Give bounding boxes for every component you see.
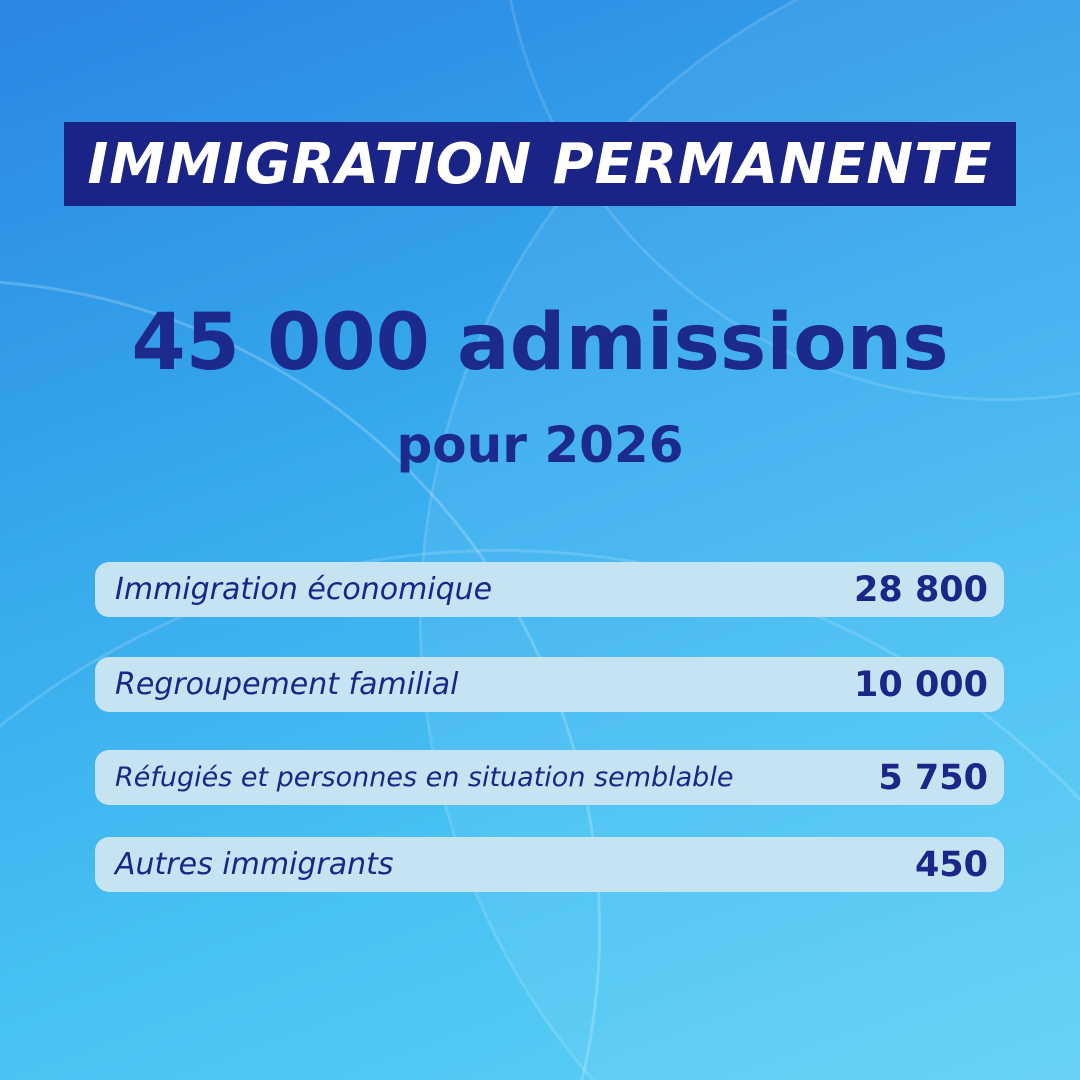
list-item: Réfugiés et personnes en situation sembl… <box>95 750 1004 805</box>
item-value: 10 000 <box>854 664 988 705</box>
title-banner: IMMIGRATION PERMANENTE <box>64 122 1016 206</box>
list-item: Regroupement familial 10 000 <box>95 657 1004 712</box>
item-value: 450 <box>914 844 988 885</box>
item-label: Immigration économique <box>115 572 493 607</box>
item-value: 28 800 <box>854 569 988 610</box>
item-value: 5 750 <box>878 757 988 798</box>
subheadline: pour 2026 <box>396 416 684 474</box>
title: IMMIGRATION PERMANENTE <box>87 131 993 197</box>
item-label: Réfugiés et personnes en situation sembl… <box>115 762 734 793</box>
list-item: Autres immigrants 450 <box>95 837 1004 892</box>
item-label: Regroupement familial <box>115 667 459 702</box>
list-item: Immigration économique 28 800 <box>95 562 1004 617</box>
headline: 45 000 admissions <box>131 298 949 388</box>
item-label: Autres immigrants <box>115 847 394 882</box>
